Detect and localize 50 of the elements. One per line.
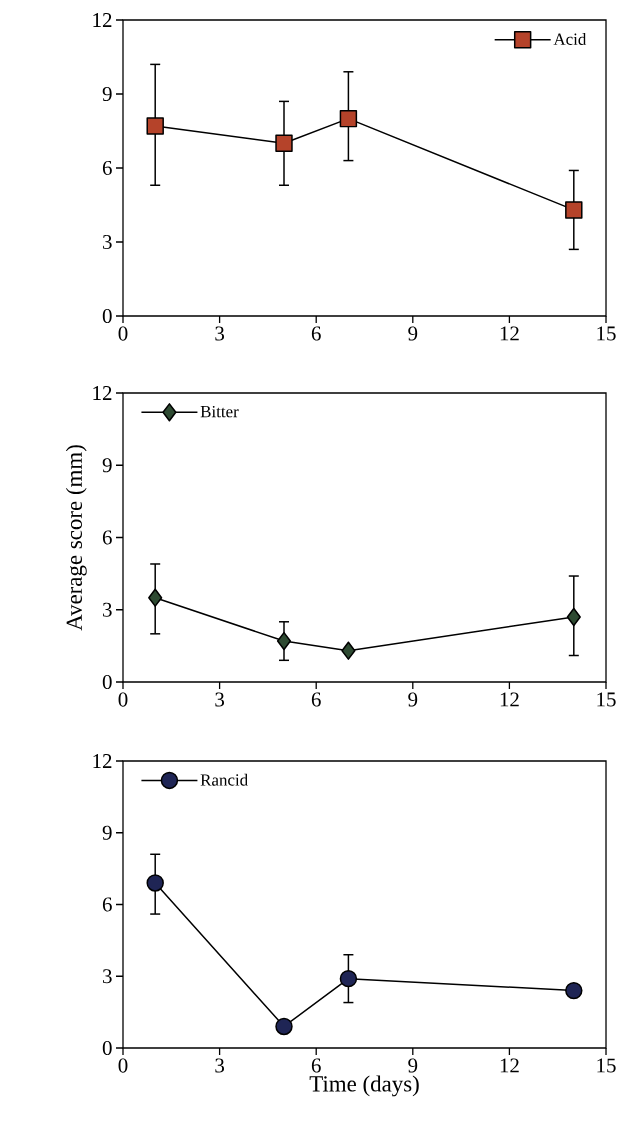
- point: [275, 1017, 293, 1036]
- legend-label: Bitter: [200, 405, 239, 418]
- x-tick-label: 12: [500, 1058, 519, 1073]
- point: [339, 109, 358, 128]
- x-tick-label: 6: [311, 692, 321, 707]
- y-tick-label: 3: [103, 602, 112, 617]
- point: [275, 134, 293, 153]
- y-tick-label: 6: [102, 530, 112, 545]
- point: [565, 201, 583, 219]
- x-axis-title: Time (days): [309, 1075, 419, 1097]
- x-tick-label: 15: [597, 326, 616, 341]
- y-tick-label: 9: [102, 458, 112, 473]
- x-tick-label: 3: [215, 326, 225, 341]
- y-tick-label: 6: [102, 897, 112, 912]
- point: [148, 588, 163, 607]
- y-tick-label: 3: [103, 234, 112, 250]
- x-tick-label: 9: [408, 326, 418, 341]
- x-tick-label: 0: [118, 326, 128, 341]
- x-tick-label: 0: [118, 692, 128, 707]
- x-tick-label: 3: [215, 1058, 225, 1073]
- legend-label: Acid: [553, 33, 587, 45]
- x-tick-label: 6: [311, 1058, 321, 1073]
- y-tick-label: 6: [102, 160, 112, 176]
- x-tick-label: 3: [215, 692, 225, 707]
- x-tick-label: 12: [500, 692, 519, 707]
- y-axis-title: Average score (mm): [65, 445, 87, 631]
- legend-label: Rancid: [200, 773, 248, 786]
- x-tick-label: 6: [311, 326, 321, 341]
- point: [339, 969, 358, 988]
- x-tick-label: 0: [118, 1058, 128, 1073]
- point: [146, 117, 164, 135]
- y-tick-label: 12: [93, 754, 112, 768]
- y-tick-label: 12: [93, 13, 112, 27]
- point: [276, 631, 292, 651]
- point: [565, 981, 583, 1000]
- y-tick-label: 9: [102, 86, 112, 102]
- y-tick-label: 0: [102, 308, 112, 324]
- x-tick-label: 9: [408, 1058, 418, 1073]
- x-tick-label: 15: [597, 1058, 616, 1073]
- y-tick-label: 0: [102, 674, 112, 690]
- y-tick-label: 3: [103, 969, 112, 984]
- point: [566, 607, 581, 627]
- y-tick-label: 0: [102, 1040, 112, 1056]
- x-tick-label: 12: [500, 326, 519, 341]
- x-tick-label: 9: [408, 692, 418, 707]
- x-tick-label: 15: [597, 692, 616, 707]
- y-tick-label: 12: [93, 386, 112, 400]
- point: [146, 874, 164, 892]
- y-tick-label: 9: [102, 825, 112, 840]
- point: [341, 641, 356, 660]
